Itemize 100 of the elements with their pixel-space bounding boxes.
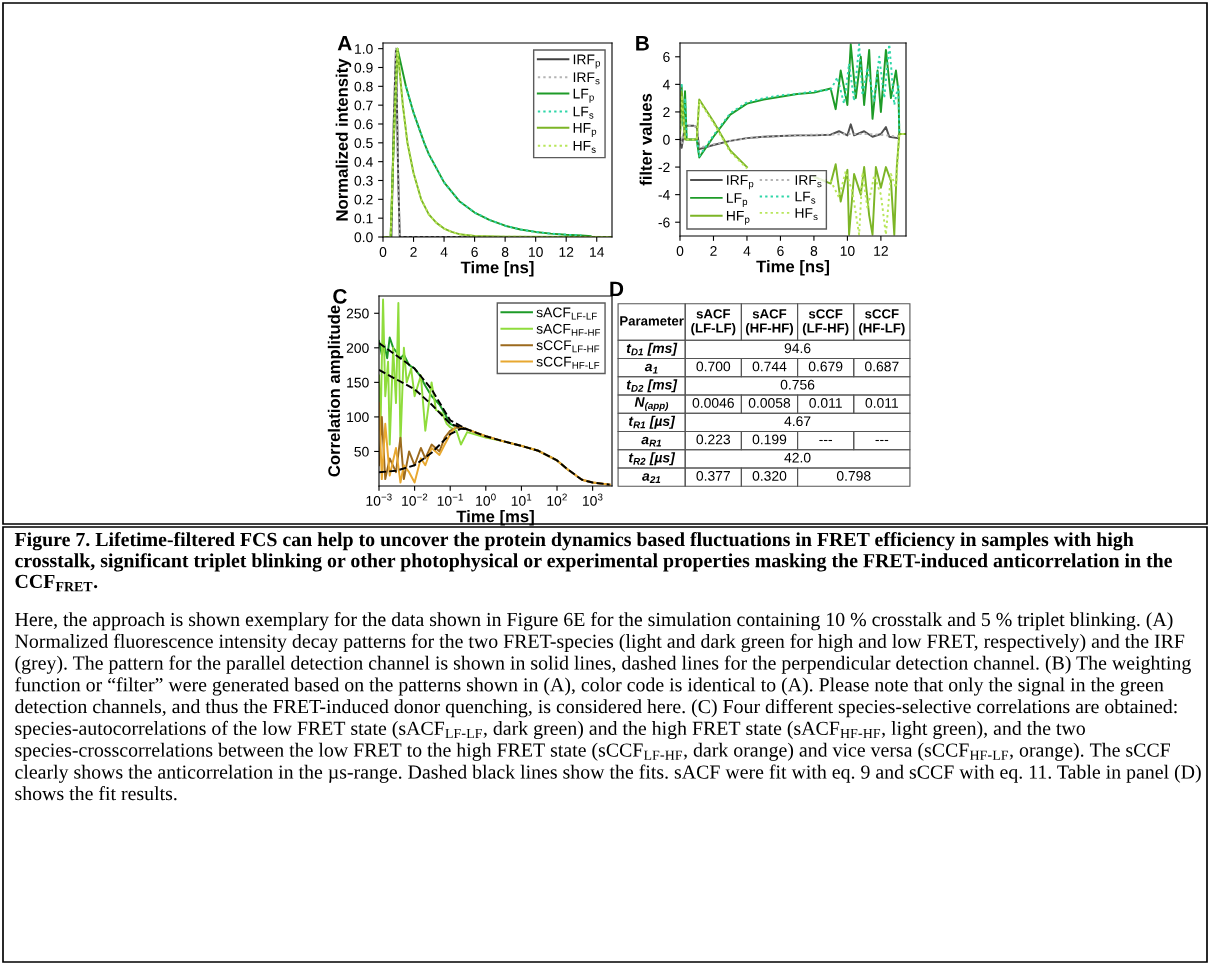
y-tick-label: 0.8 [354, 81, 373, 92]
category-label: N$_{(app)}$ [634, 397, 669, 412]
x-tick-label: 14 [590, 247, 605, 257]
y-tick-label: -6 [658, 217, 670, 228]
legend-label: IRF$_{s}$ [573, 72, 600, 85]
legend-label: HF$_{p}$ [573, 123, 597, 137]
x-tick-label: 10$^{3}$ [582, 493, 603, 506]
x-tick-label: 10$^{−2}$ [402, 493, 428, 506]
x-tick-label: 8 [501, 247, 509, 257]
x-tick-label: 4 [440, 247, 448, 257]
y-tick-label: 0.0 [354, 232, 373, 243]
category-label: a$_{R1}$ [641, 436, 662, 447]
y-axis-title: Correlation amplitude [327, 305, 344, 477]
x-tick-label: 2 [710, 246, 717, 256]
y-tick-label: 2 [663, 107, 670, 117]
text: 0.377 [696, 470, 730, 481]
x-tick-label: 12 [874, 246, 888, 256]
text: 0.0046 [692, 398, 734, 408]
chart-title: B [636, 36, 649, 51]
legend-label: sCCF$_{HF-LF}$ [536, 356, 600, 369]
legend-label: HF$_{s}$ [573, 140, 596, 153]
x-tick-label: 6 [777, 246, 784, 256]
legend-label: IRF$_{p}$ [727, 175, 754, 190]
text: Here, the approach is shown exemplary for the data shown in Figure 6E for the simulation containing 10 % crosstalk and 5 % triplet blinking. (A) Normalized fluorescence intensity decay patterns for the two FRET-species (light and dark green for high and low FRET, respectively) and the IRF (grey). The pattern for the parallel detection channel is shown in solid lines, dashed lines for the perpendicular detection channel. (B) The weighting function or “filter” were generated based on the patterns shown in (A), color code is identical to (A). Please note that only the signal in the green detection channels, and thus the FRET-induced donor quenching, is considered here. (C) Four different species-selective correlations are obtained: species-autocorrelations of the low FRET state (sACF$_{LF-LF}$, dark green) and the high FRET state (sACF$_{HF-HF}$, light green), and the two species-crosscorrelations between the low FRET to the high FRET state (sCCF$_{LF-HF}$, dark orange) and vice versa (sCCF$_{HF-LF}$, orange). The sCCF clearly shows the anticorrelation in the µs-range. Dashed black lines show the fits. sACF were fit with eq. 9 and sCCF with eq. 11. Table in panel (D) shows the fit results. [15, 612, 1201, 801]
x-tick-label: 4 [743, 246, 751, 256]
text: 42.0 [784, 452, 811, 463]
y-tick-label: 0.1 [354, 213, 373, 224]
text: 0.0058 [748, 398, 791, 408]
y-tick-label: 4 [662, 79, 670, 90]
y-tick-label: 200 [346, 343, 369, 353]
text: 0.223 [696, 434, 731, 445]
text: --- [875, 439, 889, 442]
y-tick-label: 0.2 [354, 194, 373, 205]
x-tick-label: 6 [471, 247, 478, 257]
legend-label: HF$_{p}$ [726, 211, 750, 225]
x-tick-label: 10$^{−1}$ [437, 493, 463, 506]
y-tick-label: 0.4 [354, 156, 373, 167]
chart-title: C [333, 288, 347, 304]
x-tick-label: 10$^{1}$ [511, 493, 532, 506]
y-axis-title: filter values [639, 93, 652, 186]
y-tick-label: 150 [347, 377, 369, 388]
text: 0.700 [696, 361, 731, 372]
x-tick-label: 10$^{0}$ [476, 493, 496, 506]
x-tick-label: 10 [840, 246, 855, 256]
text: 0.011 [865, 398, 899, 408]
category-label: sACF (HF-HF) [745, 309, 793, 336]
text: --- [819, 439, 832, 442]
legend-label: LF$_{p}$ [573, 88, 594, 103]
text: 94.6 [784, 343, 811, 354]
legend-label: IRF$_{s}$ [795, 175, 822, 188]
x-tick-label: 12 [559, 247, 574, 257]
legend-label: IRF$_{p}$ [573, 54, 601, 69]
chart-title: A [337, 36, 352, 51]
y-tick-label: 0.7 [354, 100, 373, 111]
category-label: t$_{D2}$ [ms] [626, 379, 678, 393]
text: 4.67 [784, 416, 811, 427]
text: 0.744 [752, 361, 787, 372]
y-tick-label: 0.6 [354, 119, 373, 130]
y-tick-label: 1.0 [355, 43, 373, 54]
legend-label: LF$_{p}$ [726, 193, 748, 208]
x-tick-label: 2 [410, 247, 417, 257]
y-tick-label: 50 [354, 446, 369, 457]
x-tick-label: 10 [529, 247, 543, 257]
legend-label: sACF$_{LF-LF}$ [536, 307, 597, 320]
text: 0.798 [836, 470, 871, 481]
y-tick-label: 0.5 [354, 138, 373, 148]
text: 0.011 [809, 398, 842, 408]
x-tick-label: 10$^{−3}$ [366, 493, 392, 506]
x-tick-label: 10$^{2}$ [547, 493, 567, 506]
category-label: Parameter [620, 316, 684, 326]
legend-label: HF$_{s}$ [795, 208, 818, 221]
category-label: t$_{D1}$ [ms] [626, 342, 678, 356]
text: 0.199 [752, 434, 787, 445]
y-axis-title: Normalized intensity [335, 58, 352, 221]
text: 0.320 [752, 470, 787, 481]
category-label: t$_{R1}$ [µs] [628, 415, 676, 429]
y-tick-label: -2 [658, 162, 670, 173]
y-tick-label: 250 [346, 308, 369, 319]
legend-label: LF$_{s}$ [795, 191, 816, 204]
x-tick-label: 8 [810, 246, 818, 256]
y-tick-label: -4 [658, 190, 670, 200]
x-tick-label: 0 [676, 246, 684, 256]
category-label: sCCF (HF-LF) [859, 309, 905, 336]
text: 0.756 [780, 379, 815, 390]
category-label: a$_{1}$ [644, 363, 658, 374]
y-tick-label: 100 [347, 412, 369, 423]
y-tick-label: 0.3 [354, 175, 373, 186]
x-axis-title: Time [ns] [460, 261, 534, 277]
legend-label: sACF$_{HF-HF}$ [536, 323, 601, 336]
x-axis-title: Time [ms] [456, 510, 534, 526]
legend-label: LF$_{s}$ [573, 106, 594, 119]
x-axis-title: Time [ns] [756, 260, 829, 276]
category-label: t$_{R2}$ [µs] [628, 452, 676, 466]
text: 0.679 [808, 361, 843, 372]
text: D [610, 281, 624, 297]
legend-label: sCCF$_{LF-HF}$ [536, 340, 600, 353]
y-tick-label: 0 [663, 134, 670, 145]
category-label: a$_{21}$ [642, 473, 661, 483]
category-label: sACF (LF-LF) [691, 309, 736, 336]
text: 0.687 [865, 361, 899, 372]
